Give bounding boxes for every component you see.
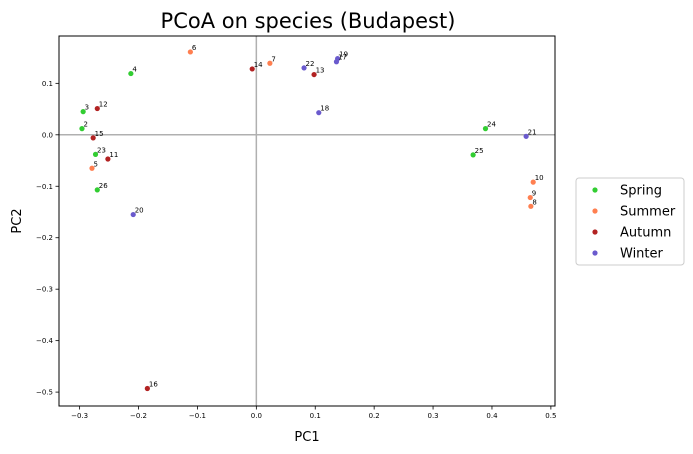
y-axis-label: PC2 bbox=[10, 208, 25, 233]
x-tick-label: 0.0 bbox=[251, 412, 262, 420]
legend-box bbox=[575, 177, 685, 266]
data-point bbox=[523, 133, 529, 139]
data-point bbox=[130, 211, 136, 218]
point-label: 22 bbox=[306, 60, 315, 68]
point-label: 23 bbox=[97, 146, 106, 154]
data-point bbox=[128, 70, 134, 77]
data-point bbox=[470, 152, 476, 158]
x-tick-label: −0.3 bbox=[71, 412, 88, 420]
legend-marker bbox=[592, 187, 598, 193]
legend-marker bbox=[592, 250, 598, 256]
data-point bbox=[144, 385, 150, 392]
x-tick-label: −0.1 bbox=[189, 412, 206, 420]
data-point bbox=[90, 135, 96, 141]
legend: Spring Summer Autumn Winter bbox=[575, 177, 685, 266]
point-label: 20 bbox=[135, 207, 144, 215]
x-tick-label: −0.2 bbox=[130, 412, 147, 420]
point-label: 26 bbox=[99, 182, 108, 190]
point-label: 25 bbox=[475, 147, 484, 155]
y-tick-label: −0.2 bbox=[36, 234, 53, 242]
x-tick-label: 0.1 bbox=[310, 412, 321, 420]
point-label: 6 bbox=[192, 44, 197, 52]
data-point bbox=[89, 165, 95, 171]
data-point bbox=[316, 110, 322, 116]
data-point bbox=[79, 126, 85, 132]
y-tick-label: −0.3 bbox=[36, 286, 53, 294]
point-label: 7 bbox=[271, 55, 275, 63]
point-label: 11 bbox=[109, 151, 118, 159]
point-label: 4 bbox=[132, 66, 137, 74]
point-label: 16 bbox=[149, 381, 158, 389]
point-label: 13 bbox=[316, 67, 325, 75]
legend-entry-label: Autumn bbox=[620, 226, 671, 241]
x-tick-label: 0.3 bbox=[427, 412, 438, 420]
legend-entry-label: Summer bbox=[620, 205, 676, 220]
point-label: 9 bbox=[532, 190, 536, 198]
x-axis-label: PC1 bbox=[294, 430, 319, 445]
point-label: 5 bbox=[93, 160, 97, 168]
data-point bbox=[301, 65, 307, 71]
y-tick-label: −0.4 bbox=[36, 337, 54, 345]
y-tick-label: −0.5 bbox=[36, 389, 53, 397]
point-label: 12 bbox=[99, 101, 108, 109]
data-point bbox=[105, 156, 111, 162]
legend-entry-label: Winter bbox=[620, 247, 664, 262]
data-point bbox=[527, 194, 533, 201]
legend-marker bbox=[592, 208, 598, 214]
point-label: 18 bbox=[320, 105, 329, 113]
x-tick-label: 0.4 bbox=[486, 412, 498, 420]
data-point bbox=[249, 66, 255, 72]
point-label: 24 bbox=[487, 121, 496, 129]
data-point bbox=[530, 179, 536, 185]
y-tick-label: 0.0 bbox=[42, 131, 53, 139]
data-point bbox=[92, 151, 99, 157]
point-label: 21 bbox=[528, 128, 537, 136]
point-label: 2 bbox=[83, 121, 87, 129]
data-point bbox=[528, 203, 534, 209]
plot-frame bbox=[58, 35, 556, 407]
y-tick-label: 0.1 bbox=[42, 80, 53, 88]
legend-entry-label: Spring bbox=[620, 184, 662, 199]
x-tick-label: 0.5 bbox=[545, 412, 556, 420]
x-tick-label: 0.2 bbox=[369, 412, 380, 420]
legend-marker bbox=[592, 229, 598, 235]
point-label: 17 bbox=[338, 54, 347, 62]
chart-title: PCoA on species (Budapest) bbox=[161, 9, 456, 33]
y-tick-label: −0.1 bbox=[36, 183, 53, 191]
data-point bbox=[333, 59, 340, 65]
point-label: 10 bbox=[535, 174, 544, 182]
data-point bbox=[482, 126, 489, 132]
data-point bbox=[94, 187, 100, 193]
point-label: 3 bbox=[85, 104, 89, 112]
data-point bbox=[267, 60, 273, 66]
point-label: 15 bbox=[95, 130, 104, 138]
data-point bbox=[187, 49, 193, 55]
data-point bbox=[94, 105, 100, 112]
point-label: 8 bbox=[532, 198, 536, 206]
data-point bbox=[311, 71, 317, 78]
point-label: 19 bbox=[339, 51, 348, 59]
data-point bbox=[80, 109, 86, 115]
point-label: 14 bbox=[254, 61, 263, 69]
